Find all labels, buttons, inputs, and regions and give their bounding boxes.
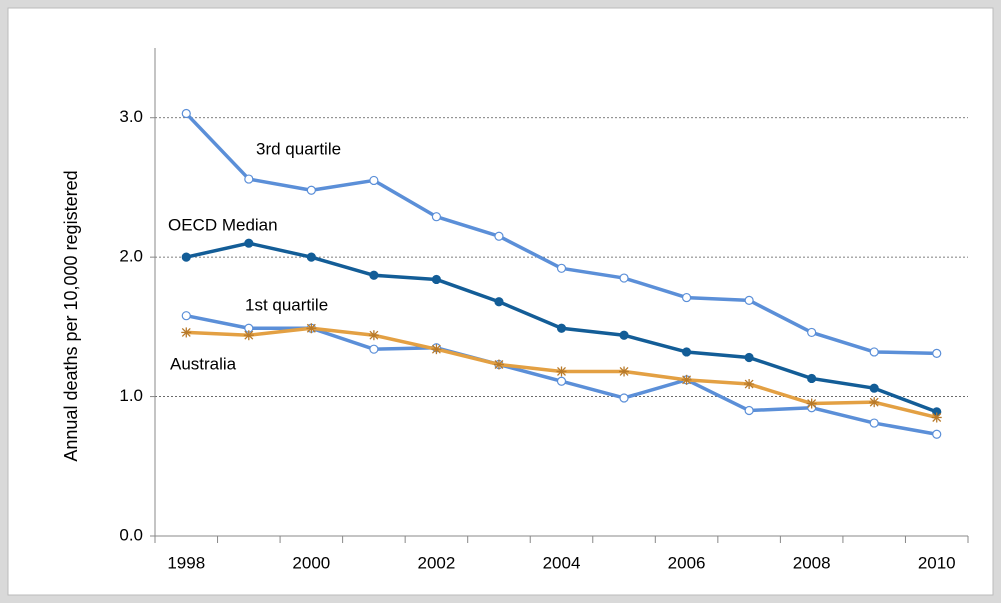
- marker: [556, 323, 567, 333]
- marker: [619, 273, 629, 283]
- marker: [181, 108, 191, 119]
- marker: [244, 174, 254, 184]
- marker: [619, 393, 629, 403]
- marker: [494, 297, 504, 307]
- marker-stroke: [869, 397, 879, 407]
- marker: [806, 398, 817, 409]
- marker: [681, 374, 692, 385]
- marker: [431, 274, 442, 285]
- marker: [681, 292, 692, 303]
- series-label: 1st quartile: [245, 295, 328, 314]
- marker: [807, 327, 817, 338]
- marker: [368, 330, 379, 341]
- marker: [244, 238, 254, 248]
- x-tick-label: 1998: [167, 553, 205, 572]
- x-tick-label: 2008: [793, 553, 831, 572]
- marker: [556, 263, 567, 273]
- marker: [932, 429, 942, 439]
- marker: [494, 231, 504, 241]
- x-tick-label: 2002: [418, 553, 456, 572]
- x-tick-label: 2000: [292, 553, 330, 572]
- marker-stroke: [619, 367, 629, 376]
- y-tick-label: 3.0: [119, 107, 143, 126]
- y-tick-label: 1.0: [119, 386, 143, 405]
- marker: [744, 352, 754, 363]
- marker: [932, 348, 942, 358]
- marker-stroke: [932, 413, 942, 422]
- marker: [181, 327, 192, 338]
- marker-stroke: [807, 399, 817, 409]
- marker: [556, 366, 567, 377]
- y-axis-label: Annual deaths per 10,000 registered: [61, 170, 81, 461]
- series-label: OECD Median: [168, 215, 278, 234]
- marker: [181, 311, 191, 321]
- y-tick-label: 2.0: [119, 247, 143, 266]
- y-tick-label: 0.0: [119, 525, 143, 544]
- marker: [869, 397, 880, 408]
- marker: [369, 175, 379, 186]
- series-label: 3rd quartile: [256, 139, 341, 158]
- marker: [869, 418, 879, 428]
- marker: [181, 252, 191, 262]
- marker: [369, 344, 379, 354]
- marker: [431, 344, 442, 355]
- marker-stroke: [306, 323, 316, 333]
- marker-stroke: [557, 367, 566, 376]
- marker: [744, 379, 755, 390]
- marker-stroke: [682, 375, 692, 385]
- marker-stroke: [181, 327, 191, 337]
- marker-stroke: [244, 330, 254, 340]
- marker: [306, 185, 316, 195]
- marker-stroke: [494, 360, 504, 369]
- marker: [619, 366, 630, 377]
- marker: [931, 412, 942, 423]
- marker: [556, 376, 567, 386]
- marker: [306, 323, 317, 334]
- marker: [306, 252, 316, 262]
- marker: [744, 295, 754, 305]
- marker: [493, 359, 504, 370]
- x-tick-label: 2004: [543, 553, 581, 572]
- series-label: Australia: [170, 354, 237, 373]
- marker: [869, 383, 879, 393]
- marker: [369, 270, 379, 280]
- marker: [744, 405, 754, 416]
- marker-stroke: [431, 344, 441, 354]
- marker: [243, 330, 254, 341]
- marker: [681, 347, 692, 357]
- marker-stroke: [369, 330, 379, 340]
- marker-stroke: [744, 379, 754, 389]
- marker: [807, 373, 817, 384]
- x-tick-label: 2010: [918, 553, 956, 572]
- marker: [431, 212, 442, 222]
- x-tick-label: 2006: [668, 553, 706, 572]
- marker: [619, 330, 629, 340]
- marker: [869, 347, 879, 357]
